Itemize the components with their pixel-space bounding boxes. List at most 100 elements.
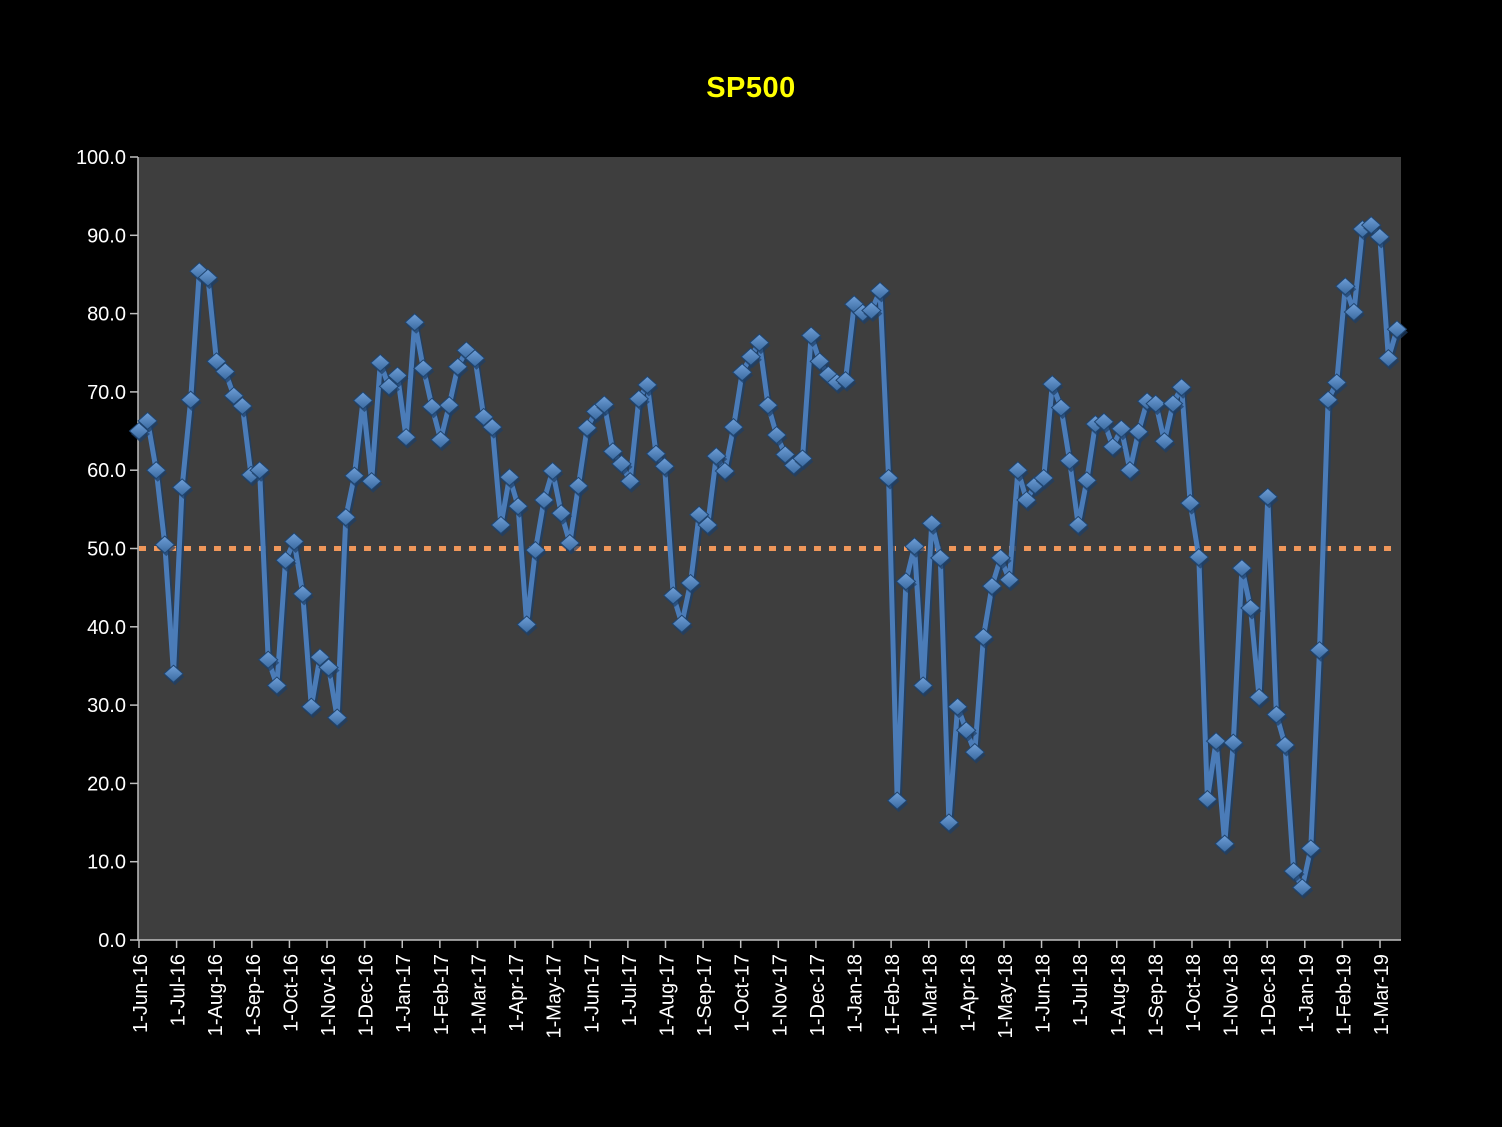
data-point-marker bbox=[878, 468, 899, 488]
y-axis-label: 30.0 bbox=[87, 695, 126, 717]
data-point-marker bbox=[706, 446, 727, 466]
data-point-marker bbox=[697, 515, 718, 535]
data-point-marker bbox=[1154, 432, 1175, 451]
data-point-marker bbox=[1111, 419, 1132, 438]
data-point-marker bbox=[680, 573, 701, 593]
x-axis-label: 1-Aug-16 bbox=[205, 954, 227, 1036]
data-point-marker bbox=[404, 313, 425, 332]
data-point-marker bbox=[1300, 839, 1322, 858]
x-axis-label: 1-Feb-18 bbox=[882, 954, 904, 1035]
data-point-marker bbox=[344, 466, 365, 485]
data-point-marker bbox=[266, 676, 288, 695]
data-point-marker bbox=[904, 537, 925, 556]
y-axis-label: 70.0 bbox=[87, 382, 126, 404]
data-point-marker bbox=[654, 457, 675, 476]
y-axis-label: 0.0 bbox=[98, 930, 126, 952]
data-point-marker bbox=[309, 648, 331, 667]
data-point-marker bbox=[671, 614, 693, 633]
x-axis-label: 1-Apr-17 bbox=[506, 954, 528, 1032]
data-point-marker bbox=[757, 396, 779, 415]
data-point-marker bbox=[352, 391, 374, 410]
data-point-marker bbox=[576, 418, 598, 438]
data-point-marker bbox=[766, 425, 787, 445]
data-point-marker bbox=[1266, 705, 1287, 724]
data-point-marker bbox=[507, 497, 529, 516]
data-point-marker bbox=[688, 505, 710, 524]
data-point-marker bbox=[197, 268, 219, 287]
y-axis-label: 60.0 bbox=[87, 460, 126, 482]
data-point-marker bbox=[361, 472, 382, 491]
data-point-marker bbox=[482, 417, 503, 437]
data-point-marker bbox=[886, 791, 908, 810]
data-point-marker bbox=[1093, 412, 1115, 431]
x-axis-label: 1-Mar-18 bbox=[920, 954, 942, 1035]
data-point-marker bbox=[912, 676, 934, 695]
data-point-marker bbox=[611, 454, 632, 474]
data-point-marker bbox=[1291, 878, 1313, 897]
data-point-marker bbox=[637, 375, 658, 395]
data-point-marker bbox=[326, 708, 348, 727]
x-axis-label: 1-Aug-17 bbox=[656, 954, 678, 1036]
data-point-marker bbox=[714, 461, 736, 481]
x-axis-label: 1-Nov-16 bbox=[318, 954, 340, 1036]
x-axis-label: 1-Dec-16 bbox=[356, 954, 378, 1036]
data-point-marker bbox=[1016, 490, 1037, 510]
data-point-marker bbox=[1007, 461, 1029, 480]
data-point-marker bbox=[731, 363, 753, 382]
data-point-marker bbox=[490, 515, 512, 535]
data-point-marker bbox=[370, 353, 391, 373]
x-axis-label: 1-Jul-18 bbox=[1070, 954, 1092, 1026]
data-point-marker bbox=[628, 389, 650, 409]
data-point-marker bbox=[275, 551, 296, 570]
data-point-marker bbox=[955, 721, 977, 740]
data-point-marker bbox=[335, 508, 357, 527]
x-axis-label: 1-Sep-18 bbox=[1145, 954, 1167, 1036]
data-point-marker bbox=[154, 535, 176, 554]
y-axis-label: 20.0 bbox=[87, 773, 126, 795]
data-point-marker bbox=[421, 397, 443, 416]
data-point-marker bbox=[1119, 461, 1141, 480]
x-axis-label: 1-Feb-17 bbox=[431, 954, 453, 1035]
data-point-marker bbox=[1360, 215, 1382, 235]
data-point-marker bbox=[645, 444, 667, 463]
x-axis-label: 1-Nov-17 bbox=[769, 954, 791, 1036]
data-point-marker bbox=[395, 428, 417, 447]
data-point-marker bbox=[1386, 320, 1408, 339]
data-point-marker bbox=[594, 395, 615, 414]
data-point-marker bbox=[1223, 733, 1244, 752]
y-axis-label: 80.0 bbox=[87, 304, 126, 326]
data-point-marker bbox=[413, 359, 434, 378]
data-point-marker bbox=[137, 411, 158, 431]
data-point-marker bbox=[318, 658, 339, 677]
data-point-marker bbox=[438, 396, 460, 415]
data-point-marker bbox=[1309, 641, 1330, 660]
data-point-marker bbox=[1067, 515, 1089, 535]
y-axis-label: 40.0 bbox=[87, 617, 126, 639]
data-point-marker bbox=[921, 514, 942, 533]
data-point-marker bbox=[1369, 227, 1391, 247]
data-point-marker bbox=[792, 449, 813, 468]
x-axis-label: 1-Sep-17 bbox=[694, 954, 716, 1036]
data-point-marker bbox=[1317, 390, 1339, 409]
data-point-marker bbox=[206, 352, 227, 371]
x-axis-label: 1-Jul-16 bbox=[168, 954, 190, 1026]
data-point-marker bbox=[1205, 731, 1227, 751]
data-point-marker bbox=[973, 627, 994, 647]
data-point-marker bbox=[180, 390, 201, 409]
x-axis-label: 1-Mar-17 bbox=[468, 954, 490, 1035]
data-point-marker bbox=[533, 490, 555, 510]
data-point-marker bbox=[283, 532, 305, 551]
y-axis-label: 10.0 bbox=[87, 852, 126, 874]
data-point-marker bbox=[568, 476, 589, 496]
x-axis-label: 1-Apr-18 bbox=[957, 954, 979, 1032]
x-axis-label: 1-Jan-17 bbox=[393, 954, 415, 1033]
x-axis-label: 1-Jul-17 bbox=[619, 954, 641, 1026]
data-point-marker bbox=[1076, 471, 1098, 490]
x-axis-label: 1-Dec-17 bbox=[807, 954, 829, 1036]
data-point-marker bbox=[249, 461, 270, 480]
data-point-marker bbox=[214, 362, 236, 381]
data-point-marker bbox=[542, 461, 563, 481]
data-point-marker bbox=[1145, 394, 1166, 413]
x-axis-label: 1-Jun-16 bbox=[130, 954, 152, 1033]
data-point-marker bbox=[1188, 547, 1210, 567]
